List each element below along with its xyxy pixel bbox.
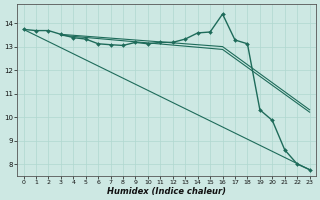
- X-axis label: Humidex (Indice chaleur): Humidex (Indice chaleur): [107, 187, 226, 196]
